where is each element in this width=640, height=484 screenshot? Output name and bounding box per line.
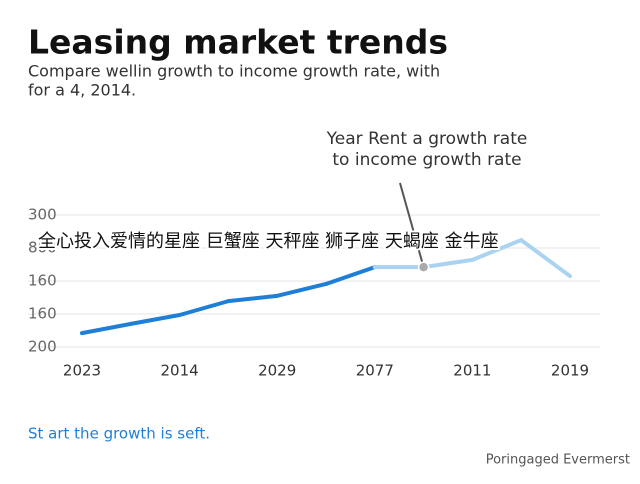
- line-segment: [324, 265, 377, 286]
- line-segment: [275, 281, 328, 298]
- x-tick-label: 2011: [453, 362, 491, 380]
- line-segment: [80, 321, 133, 336]
- y-tick-label: 300: [28, 206, 57, 224]
- line-segment: [226, 293, 280, 304]
- overlay-text: 全心投入爱情的星座 巨蟹座 天秤座 狮子座 天蝎座 金牛座: [38, 231, 499, 252]
- annotation: Year Rent a growth rate: [326, 129, 528, 149]
- line-segment: [177, 299, 231, 317]
- x-tick-label: 2077: [356, 362, 394, 380]
- annotation: to income growth rate: [332, 150, 521, 170]
- y-tick-label: 160: [28, 305, 57, 323]
- y-tick-label: 800: [28, 239, 57, 257]
- y-tick-label: 160: [28, 272, 57, 290]
- line-segment: [519, 238, 572, 279]
- x-tick-label: 2019: [551, 362, 589, 380]
- footnote: St art the growth is seft.: [28, 425, 210, 443]
- chart-subtitle: for a 4, 2014.: [28, 81, 136, 100]
- line-segment: [128, 312, 182, 326]
- x-tick-label: 2014: [161, 362, 199, 380]
- x-tick-label: 2023: [63, 362, 101, 380]
- annotation-pointer: [399, 182, 425, 268]
- line-segment: [421, 257, 475, 270]
- chart-subtitle: Compare wellin growth to income growth r…: [28, 62, 440, 81]
- x-tick-label: 2029: [258, 362, 296, 380]
- y-tick-label: 200: [28, 338, 57, 356]
- source: Poringaged Evermerst: [486, 453, 630, 468]
- line-segment: [470, 238, 524, 262]
- chart-title: Leasing market trends: [28, 23, 448, 62]
- annotation-marker: [417, 261, 430, 273]
